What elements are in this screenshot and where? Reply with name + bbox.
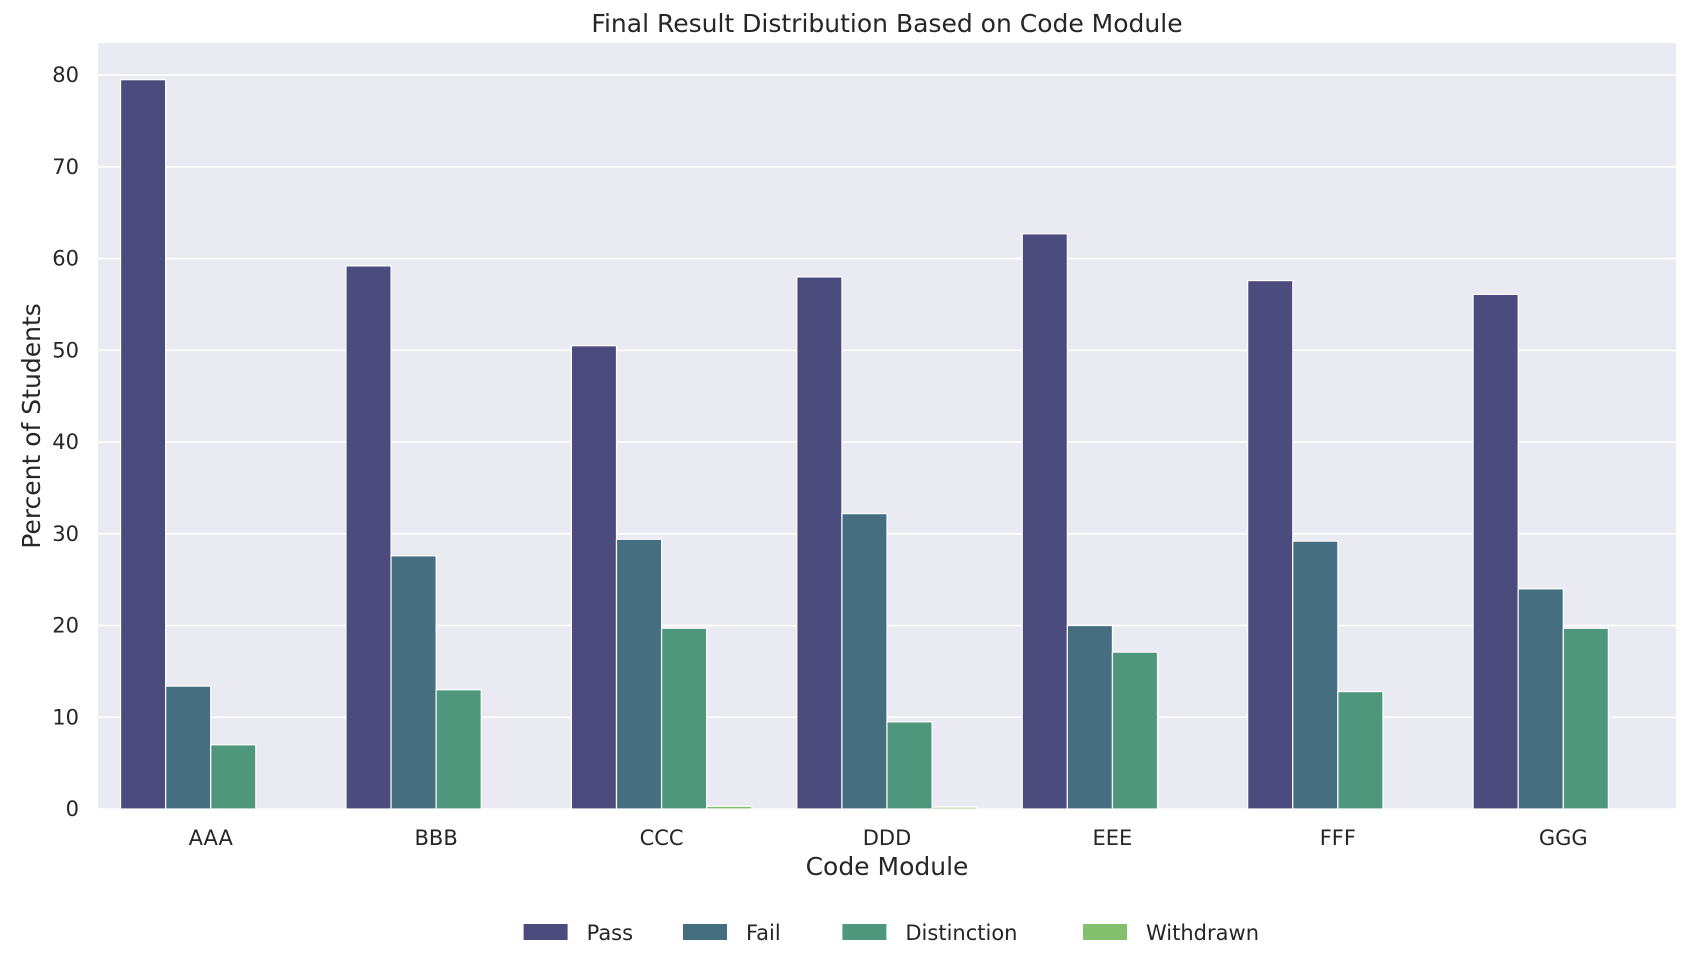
y-tick-20: 20 bbox=[52, 614, 79, 638]
bar-distinction-fff bbox=[1337, 690, 1384, 810]
bar-distinction-ccc bbox=[660, 627, 708, 810]
bar-distinction-ddd bbox=[886, 721, 933, 810]
bar-distinction-bbb bbox=[435, 689, 482, 810]
x-axis-label: Code Module bbox=[806, 852, 969, 881]
x-tick-bbb: BBB bbox=[415, 826, 458, 850]
bar-withdrawn-ccc bbox=[706, 805, 753, 810]
y-tick-70: 70 bbox=[52, 155, 79, 179]
x-tick-aaa: AAA bbox=[189, 826, 234, 850]
bar-pass-fff bbox=[1247, 279, 1294, 810]
y-tick-0: 0 bbox=[66, 797, 79, 821]
x-tick-fff: FFF bbox=[1320, 826, 1356, 850]
chart-title: Final Result Distribution Based on Code … bbox=[591, 9, 1182, 38]
legend-swatch-pass bbox=[523, 924, 568, 940]
y-tick-30: 30 bbox=[52, 522, 79, 546]
legend-swatch-distinction bbox=[842, 924, 887, 940]
bar-pass-ggg bbox=[1472, 293, 1519, 810]
bar-pass-ccc bbox=[570, 345, 618, 810]
x-tick-eee: EEE bbox=[1093, 826, 1133, 850]
legend-swatch-fail bbox=[683, 924, 727, 940]
bar-fail-aaa bbox=[165, 685, 212, 810]
bar-distinction-eee bbox=[1111, 651, 1159, 810]
bar-pass-ddd bbox=[796, 276, 843, 810]
bar-fail-bbb bbox=[390, 555, 437, 810]
bar-fail-ggg bbox=[1517, 588, 1564, 810]
x-tick-ccc: CCC bbox=[640, 826, 684, 850]
y-tick-50: 50 bbox=[52, 338, 79, 362]
x-tick-ddd: DDD bbox=[863, 826, 912, 850]
bar-pass-eee bbox=[1021, 233, 1068, 810]
legend: Pass Fail Distinction Withdrawn bbox=[523, 921, 1259, 945]
bar-distinction-aaa bbox=[210, 744, 257, 810]
y-tick-40: 40 bbox=[52, 430, 79, 454]
y-tick-10: 10 bbox=[52, 705, 79, 729]
legend-label-distinction: Distinction bbox=[905, 921, 1017, 945]
bar-pass-aaa bbox=[119, 79, 167, 810]
x-tick-ggg: GGG bbox=[1539, 826, 1588, 850]
bar-withdrawn-ddd bbox=[931, 806, 978, 810]
y-tick-labels: 0 10 20 30 40 50 60 70 80 bbox=[52, 63, 79, 821]
y-axis-label: Percent of Students bbox=[17, 303, 46, 549]
bar-distinction-ggg bbox=[1562, 627, 1609, 810]
bar-fail-ccc bbox=[615, 538, 663, 810]
x-tick-labels: AAA BBB CCC DDD EEE FFF GGG bbox=[189, 826, 1588, 850]
bar-fail-ddd bbox=[841, 513, 888, 810]
bars bbox=[119, 79, 1609, 810]
bar-pass-bbb bbox=[345, 265, 392, 810]
legend-label-withdrawn: Withdrawn bbox=[1146, 921, 1259, 945]
legend-swatch-withdrawn bbox=[1083, 924, 1127, 940]
y-tick-80: 80 bbox=[52, 63, 79, 87]
y-tick-60: 60 bbox=[52, 247, 79, 271]
legend-label-pass: Pass bbox=[587, 921, 633, 945]
bar-fail-fff bbox=[1292, 540, 1339, 810]
legend-label-fail: Fail bbox=[746, 921, 781, 945]
bar-fail-eee bbox=[1066, 624, 1114, 810]
